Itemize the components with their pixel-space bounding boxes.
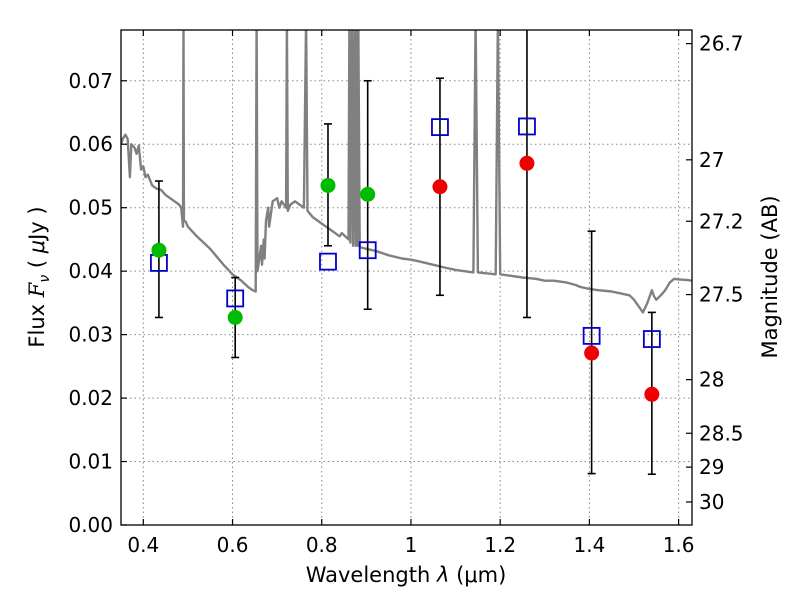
plot-frame	[120, 29, 693, 526]
model-photometry-square	[642, 330, 661, 348]
y-axis-title-unit: Jy )	[25, 206, 49, 242]
model-photometry-square	[319, 252, 337, 271]
x-tick-label: 0.6	[217, 533, 249, 557]
y-axis-title: Flux Fν ( μJy )	[25, 206, 53, 347]
y-tick-label: 0.02	[68, 386, 113, 410]
y-tick-label: 0.07	[68, 69, 113, 93]
x-axis-title: Wavelength λ (μm)	[306, 563, 507, 587]
y-axis-title-mu: μ	[25, 240, 49, 254]
y-tick-label: 0.05	[68, 196, 113, 220]
model-spectrum-line	[121, 30, 692, 314]
y-axis-title-prefix: Flux	[25, 297, 49, 347]
model-photometry-square	[358, 241, 377, 260]
observed-point	[227, 309, 243, 325]
model-photometry-square	[226, 289, 245, 308]
observed-point	[151, 242, 167, 258]
ticks: 0.4 0.6 0.8 1 1.2 1.4 1.6 0.00 0.01 0.02 0.03 0.04 0…	[68, 30, 744, 557]
observed-point	[584, 345, 600, 361]
right-tick-label: 28	[699, 368, 724, 392]
right-tick-label: 27	[699, 148, 724, 172]
y-axis-title-var: F	[25, 281, 49, 298]
observed-point	[519, 155, 535, 171]
right-tick-label: 30	[699, 490, 724, 514]
right-axis-title: Magnitude (AB)	[758, 195, 782, 358]
right-tick-label: 27.5	[699, 283, 744, 307]
markers-layer	[150, 117, 661, 402]
plot-background	[121, 30, 692, 525]
y-tick-label: 0.04	[68, 259, 113, 283]
x-tick-label: 1	[405, 533, 418, 557]
model-photometry-square	[582, 326, 601, 345]
x-tick-label: 0.4	[127, 533, 159, 557]
y-axis-title-mid: (	[25, 253, 49, 275]
x-tick-label: 1.6	[663, 533, 695, 557]
x-tick-label: 1.4	[573, 533, 605, 557]
y-tick-label: 0.01	[68, 450, 113, 474]
y-tick-label: 0.00	[68, 513, 113, 537]
x-axis-title-prefix: Wavelength	[306, 563, 437, 587]
y-tick-label: 0.03	[68, 323, 113, 347]
model-photometry-square	[518, 117, 536, 136]
y-tick-label: 0.06	[68, 132, 113, 156]
right-tick-label: 27.2	[699, 209, 744, 233]
x-tick-label: 1.2	[484, 533, 516, 557]
right-tick-label: 28.5	[699, 421, 744, 445]
right-tick-label: 29	[699, 455, 724, 479]
model-photometry-square	[431, 118, 449, 136]
observed-point	[432, 179, 448, 195]
model-spectrum-layer	[121, 30, 692, 314]
right-tick-label: 26.7	[699, 32, 744, 56]
x-axis-title-unit: (μm)	[449, 563, 506, 587]
observed-point	[360, 186, 376, 202]
observed-point	[644, 386, 660, 402]
y-axis-title-sub: ν	[37, 275, 53, 283]
x-axis-title-var: λ	[436, 563, 449, 587]
observed-point	[320, 177, 336, 193]
x-tick-label: 0.8	[306, 533, 338, 557]
